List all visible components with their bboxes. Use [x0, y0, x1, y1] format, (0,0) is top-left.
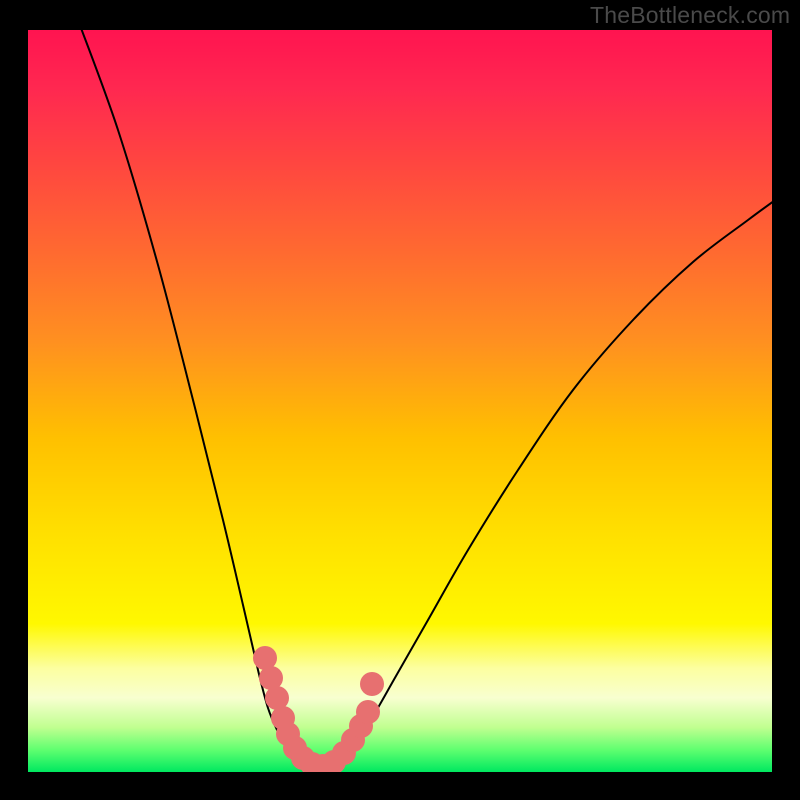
frame-bottom [0, 772, 800, 800]
marker-dot [360, 672, 384, 696]
watermark: TheBottleneck.com [590, 2, 790, 29]
chart-stage: TheBottleneck.com [0, 0, 800, 800]
frame-right [772, 0, 800, 800]
frame-left [0, 0, 28, 800]
plot-area [28, 30, 772, 772]
marker-dot [356, 700, 380, 724]
markers-layer [28, 30, 772, 772]
